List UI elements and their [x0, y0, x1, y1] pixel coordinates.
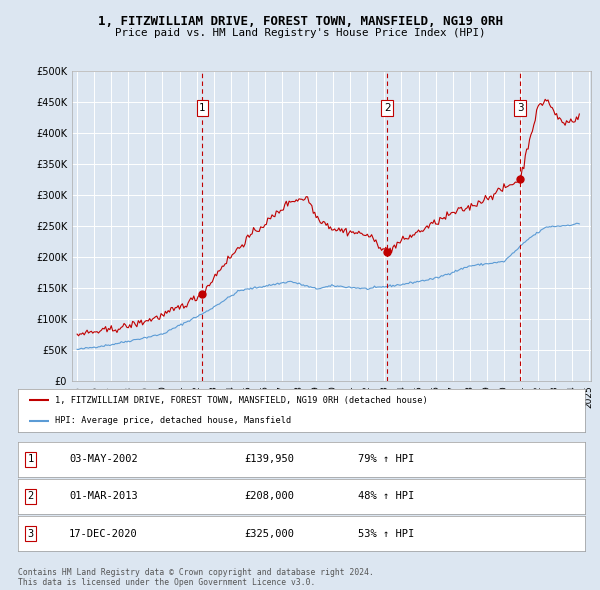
- Text: Contains HM Land Registry data © Crown copyright and database right 2024.
This d: Contains HM Land Registry data © Crown c…: [18, 568, 374, 587]
- Text: 3: 3: [28, 529, 34, 539]
- Text: 2: 2: [28, 491, 34, 502]
- Text: 2: 2: [384, 103, 391, 113]
- Text: £208,000: £208,000: [245, 491, 295, 502]
- Text: 1: 1: [199, 103, 206, 113]
- Text: 03-MAY-2002: 03-MAY-2002: [69, 454, 138, 464]
- Text: 1, FITZWILLIAM DRIVE, FOREST TOWN, MANSFIELD, NG19 0RH: 1, FITZWILLIAM DRIVE, FOREST TOWN, MANSF…: [97, 15, 503, 28]
- Text: 1: 1: [28, 454, 34, 464]
- Text: 48% ↑ HPI: 48% ↑ HPI: [358, 491, 415, 502]
- Text: £139,950: £139,950: [245, 454, 295, 464]
- Text: 17-DEC-2020: 17-DEC-2020: [69, 529, 138, 539]
- Text: 01-MAR-2013: 01-MAR-2013: [69, 491, 138, 502]
- Text: £325,000: £325,000: [245, 529, 295, 539]
- Text: 79% ↑ HPI: 79% ↑ HPI: [358, 454, 415, 464]
- Text: 1, FITZWILLIAM DRIVE, FOREST TOWN, MANSFIELD, NG19 0RH (detached house): 1, FITZWILLIAM DRIVE, FOREST TOWN, MANSF…: [55, 396, 428, 405]
- Text: Price paid vs. HM Land Registry's House Price Index (HPI): Price paid vs. HM Land Registry's House …: [115, 28, 485, 38]
- Text: HPI: Average price, detached house, Mansfield: HPI: Average price, detached house, Mans…: [55, 417, 291, 425]
- Text: 3: 3: [517, 103, 524, 113]
- Text: 53% ↑ HPI: 53% ↑ HPI: [358, 529, 415, 539]
